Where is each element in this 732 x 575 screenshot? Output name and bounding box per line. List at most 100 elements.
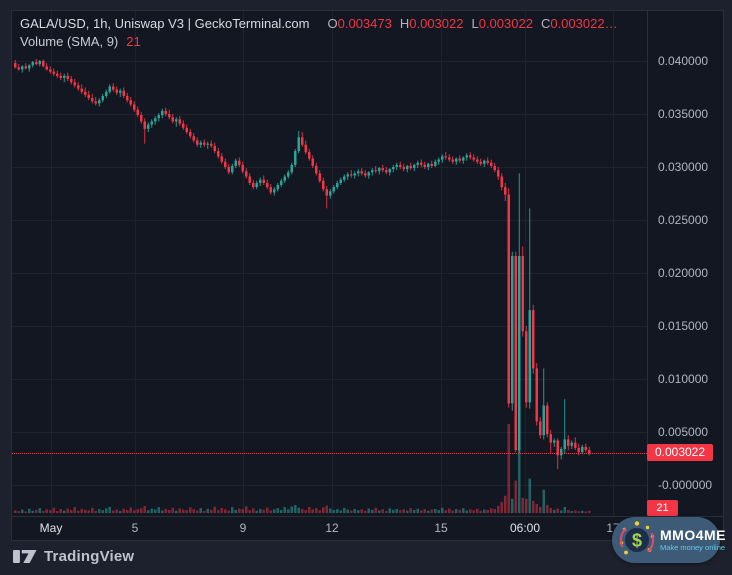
candle-body (395, 164, 398, 167)
volume-bar (399, 510, 402, 513)
candle-body (420, 162, 423, 165)
candle-body (24, 66, 27, 69)
candle-body (157, 115, 160, 119)
volume-bar (234, 509, 237, 513)
price-pane[interactable] (12, 11, 647, 516)
candle-body (514, 256, 517, 451)
volume-bar (269, 510, 272, 513)
candle-body (364, 173, 367, 176)
candle-body (77, 85, 80, 89)
volume-bar (336, 509, 339, 513)
candle-body (266, 182, 269, 188)
volume-bar (63, 510, 66, 513)
price-axis-label: 0.005000 (658, 425, 709, 439)
symbol-title[interactable]: GALA/USD, 1h, Uniswap V3 | GeckoTerminal… (20, 16, 310, 31)
candle-body (119, 90, 122, 93)
candle-body (490, 162, 493, 166)
ohlc-value: 0.003022 (478, 16, 533, 31)
candle-body (357, 171, 360, 174)
candle-body (126, 95, 129, 101)
chart-svg (12, 11, 647, 516)
ohlc-letter: O (327, 16, 338, 31)
candle-body (84, 91, 87, 95)
volume-bar (532, 500, 535, 513)
volume-bar (423, 509, 426, 513)
volume-bar (497, 505, 500, 513)
candle-body (318, 173, 321, 181)
candle-body (329, 191, 332, 196)
chart-widget: GALA/USD, 1h, Uniswap V3 | GeckoTerminal… (11, 10, 724, 541)
volume-bar (322, 507, 325, 513)
candle-body (105, 91, 108, 96)
volume-bar (217, 510, 220, 513)
tradingview-logo[interactable]: TradingView (13, 545, 134, 567)
candle-body (434, 161, 437, 166)
volume-bar (392, 509, 395, 513)
volume-bar (224, 509, 227, 513)
ohlc-value: 0.003022 (409, 16, 464, 31)
candle-body (129, 100, 132, 105)
candle-body (308, 152, 311, 159)
volume-bar (511, 498, 514, 513)
price-axis-label: -0.000000 (658, 478, 713, 492)
candle-body (458, 158, 461, 161)
candle-body (161, 110, 164, 116)
candle-body (315, 165, 318, 174)
volume-bar (140, 508, 143, 513)
volume-bar (556, 508, 559, 513)
candle-body (374, 170, 377, 172)
volume-bar (115, 509, 118, 513)
volume-bar (21, 509, 24, 513)
candle-body (563, 439, 566, 449)
volume-bar (276, 508, 279, 513)
volume-bar (192, 509, 195, 513)
candle-body (49, 69, 52, 72)
candle-body (217, 151, 220, 157)
volume-bar (381, 509, 384, 513)
ohlc-value: 0.003022… (550, 16, 618, 31)
volume-bar (574, 510, 577, 513)
candle-body (532, 310, 535, 369)
volume-bar (178, 508, 181, 513)
candle-body (70, 79, 73, 83)
volume-bar (406, 510, 409, 513)
volume-bar (98, 509, 101, 513)
candle-body (346, 174, 349, 177)
price-axis[interactable]: 0.003022 21 0.040000 0.035000 0.030000 0.02… (647, 11, 723, 516)
candle-body (112, 86, 115, 90)
candle-body (301, 137, 304, 145)
candle-body (252, 182, 255, 188)
volume-bar (122, 508, 125, 513)
candle-body (304, 144, 307, 153)
candle-body (493, 165, 496, 171)
volume-indicator-label[interactable]: Volume (SMA, 9) (20, 34, 119, 49)
candle-body (378, 168, 381, 172)
candle-body (570, 442, 573, 446)
volume-bar (577, 511, 580, 513)
volume-bar (427, 510, 430, 513)
volume-bar (581, 510, 584, 513)
volume-bar (514, 480, 517, 513)
candle-body (469, 155, 472, 158)
time-axis-label: 06:00 (509, 521, 541, 535)
candle-body (336, 182, 339, 188)
volume-row: Volume (SMA, 9) 21 (20, 33, 618, 51)
ohlc-letter: H (399, 16, 410, 31)
candle-body (290, 164, 293, 173)
volume-bar (59, 509, 62, 513)
volume-bar (430, 509, 433, 513)
volume-bar (560, 510, 563, 513)
volume-bar (395, 508, 398, 513)
candle-body (539, 421, 542, 436)
volume-bar (108, 506, 111, 513)
candle-body (269, 187, 272, 193)
volume-bar (136, 509, 139, 513)
volume-bar (164, 508, 167, 513)
mmo4me-watermark: $ MMO4ME Make money online (612, 517, 726, 563)
volume-bar (220, 507, 223, 513)
candle-body (476, 159, 479, 162)
time-axis[interactable]: May 5 9 12 15 06:00 17 (12, 517, 647, 540)
candle-body (262, 179, 265, 183)
volume-bar (112, 510, 115, 513)
candle-body (553, 440, 556, 443)
